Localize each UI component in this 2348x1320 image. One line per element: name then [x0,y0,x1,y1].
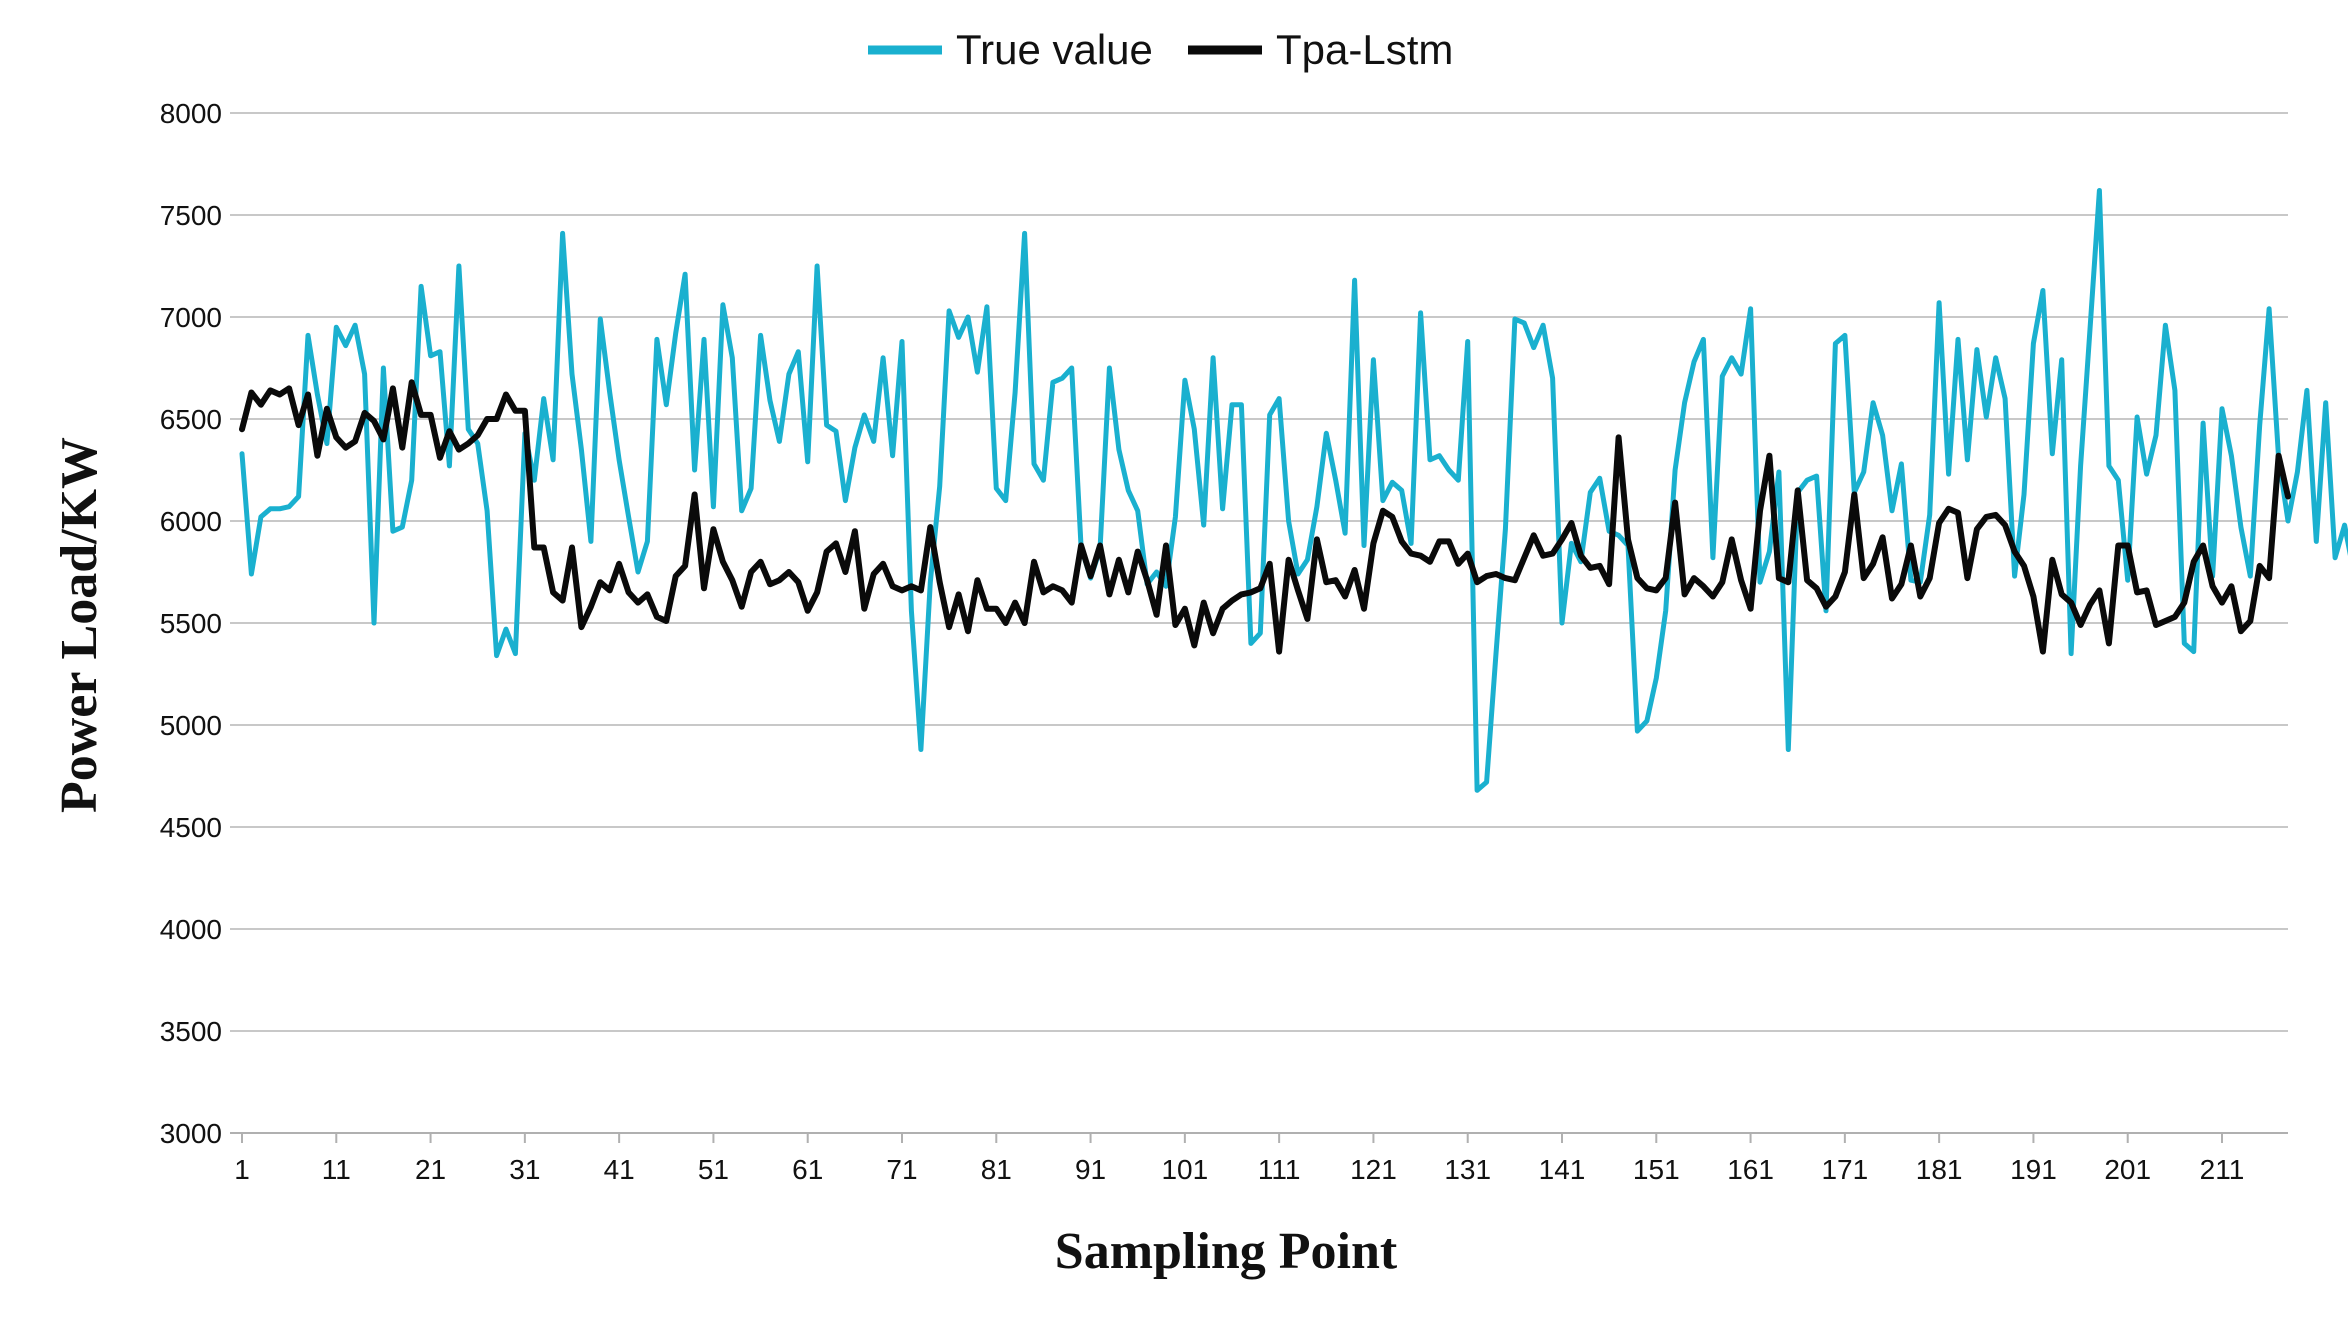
x-tick-label: 81 [981,1154,1012,1185]
x-tick-label: 61 [792,1154,823,1185]
x-tick-label: 71 [886,1154,917,1185]
y-tick-label: 3000 [160,1118,222,1149]
y-tick-label: 5500 [160,608,222,639]
x-tick-label: 91 [1075,1154,1106,1185]
x-tick-label: 191 [2010,1154,2057,1185]
x-tick-label: 41 [604,1154,635,1185]
series-line-tpa-lstm [239,379,2291,655]
x-tick-label: 181 [1916,1154,1963,1185]
y-tick-label: 3500 [160,1016,222,1047]
y-tick-label: 7000 [160,302,222,333]
x-tick-label: 11 [322,1154,351,1185]
y-axis-ticks: 3000 3500 4000 4500 5000 5500 6000 6500 7000 7500… [160,98,222,1149]
y-tick-label: 6000 [160,506,222,537]
legend-label-tpa-lstm: Tpa-Lstm [1276,26,1453,73]
x-axis-title: Sampling Point [1055,1223,1398,1280]
x-tick-label: 211 [2200,1154,2245,1185]
x-tick-label: 51 [698,1154,729,1185]
legend: True value Tpa-Lstm [868,26,1453,73]
series-line-true-value [239,188,2348,793]
x-tick-label: 1 [234,1154,250,1185]
x-tick-label: 201 [2104,1154,2151,1185]
series-layer [239,188,2348,793]
x-axis-ticks: 1 11 21 31 41 51 61 71 81 91 101 111 121 131 141 151 161… [234,1133,2244,1185]
y-tick-label: 6500 [160,404,222,435]
x-tick-label: 171 [1821,1154,1868,1185]
y-tick-label: 5000 [160,710,222,741]
x-tick-label: 121 [1350,1154,1397,1185]
x-tick-label: 21 [415,1154,446,1185]
x-tick-label: 151 [1633,1154,1680,1185]
y-tick-label: 4000 [160,914,222,945]
y-tick-label: 4500 [160,812,222,843]
y-tick-label: 8000 [160,98,222,129]
x-tick-label: 31 [509,1154,540,1185]
x-tick-label: 141 [1539,1154,1586,1185]
x-tick-label: 111 [1258,1154,1301,1185]
legend-label-true-value: True value [956,26,1153,73]
x-tick-label: 131 [1444,1154,1491,1185]
y-axis-title: Power Load/KW [51,437,108,813]
x-tick-label: 161 [1727,1154,1774,1185]
x-tick-label: 101 [1161,1154,1208,1185]
gridlines [230,112,2288,1032]
y-tick-label: 7500 [160,200,222,231]
